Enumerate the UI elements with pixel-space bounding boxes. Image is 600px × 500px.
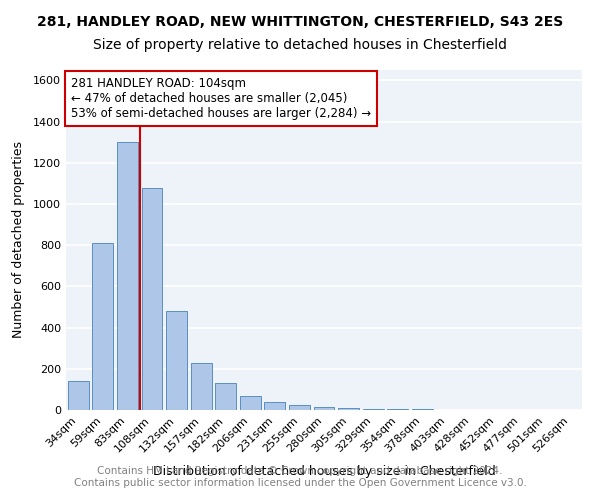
Text: 281, HANDLEY ROAD, NEW WHITTINGTON, CHESTERFIELD, S43 2ES: 281, HANDLEY ROAD, NEW WHITTINGTON, CHES… — [37, 15, 563, 29]
Bar — [215, 383, 236, 410]
Bar — [338, 408, 359, 410]
Bar — [68, 381, 89, 410]
Bar — [117, 142, 138, 410]
X-axis label: Distribution of detached houses by size in Chesterfield: Distribution of detached houses by size … — [152, 465, 496, 478]
Bar — [240, 396, 261, 410]
Bar — [142, 188, 163, 410]
Text: 281 HANDLEY ROAD: 104sqm
← 47% of detached houses are smaller (2,045)
53% of sem: 281 HANDLEY ROAD: 104sqm ← 47% of detach… — [71, 77, 371, 120]
Bar — [387, 409, 408, 410]
Bar — [314, 407, 334, 410]
Bar — [289, 405, 310, 410]
Bar — [191, 362, 212, 410]
Bar — [92, 243, 113, 410]
Text: Size of property relative to detached houses in Chesterfield: Size of property relative to detached ho… — [93, 38, 507, 52]
Y-axis label: Number of detached properties: Number of detached properties — [11, 142, 25, 338]
Bar — [265, 402, 286, 410]
Bar — [166, 311, 187, 410]
Text: Contains HM Land Registry data © Crown copyright and database right 2024.
Contai: Contains HM Land Registry data © Crown c… — [74, 466, 526, 487]
Bar — [362, 409, 383, 410]
